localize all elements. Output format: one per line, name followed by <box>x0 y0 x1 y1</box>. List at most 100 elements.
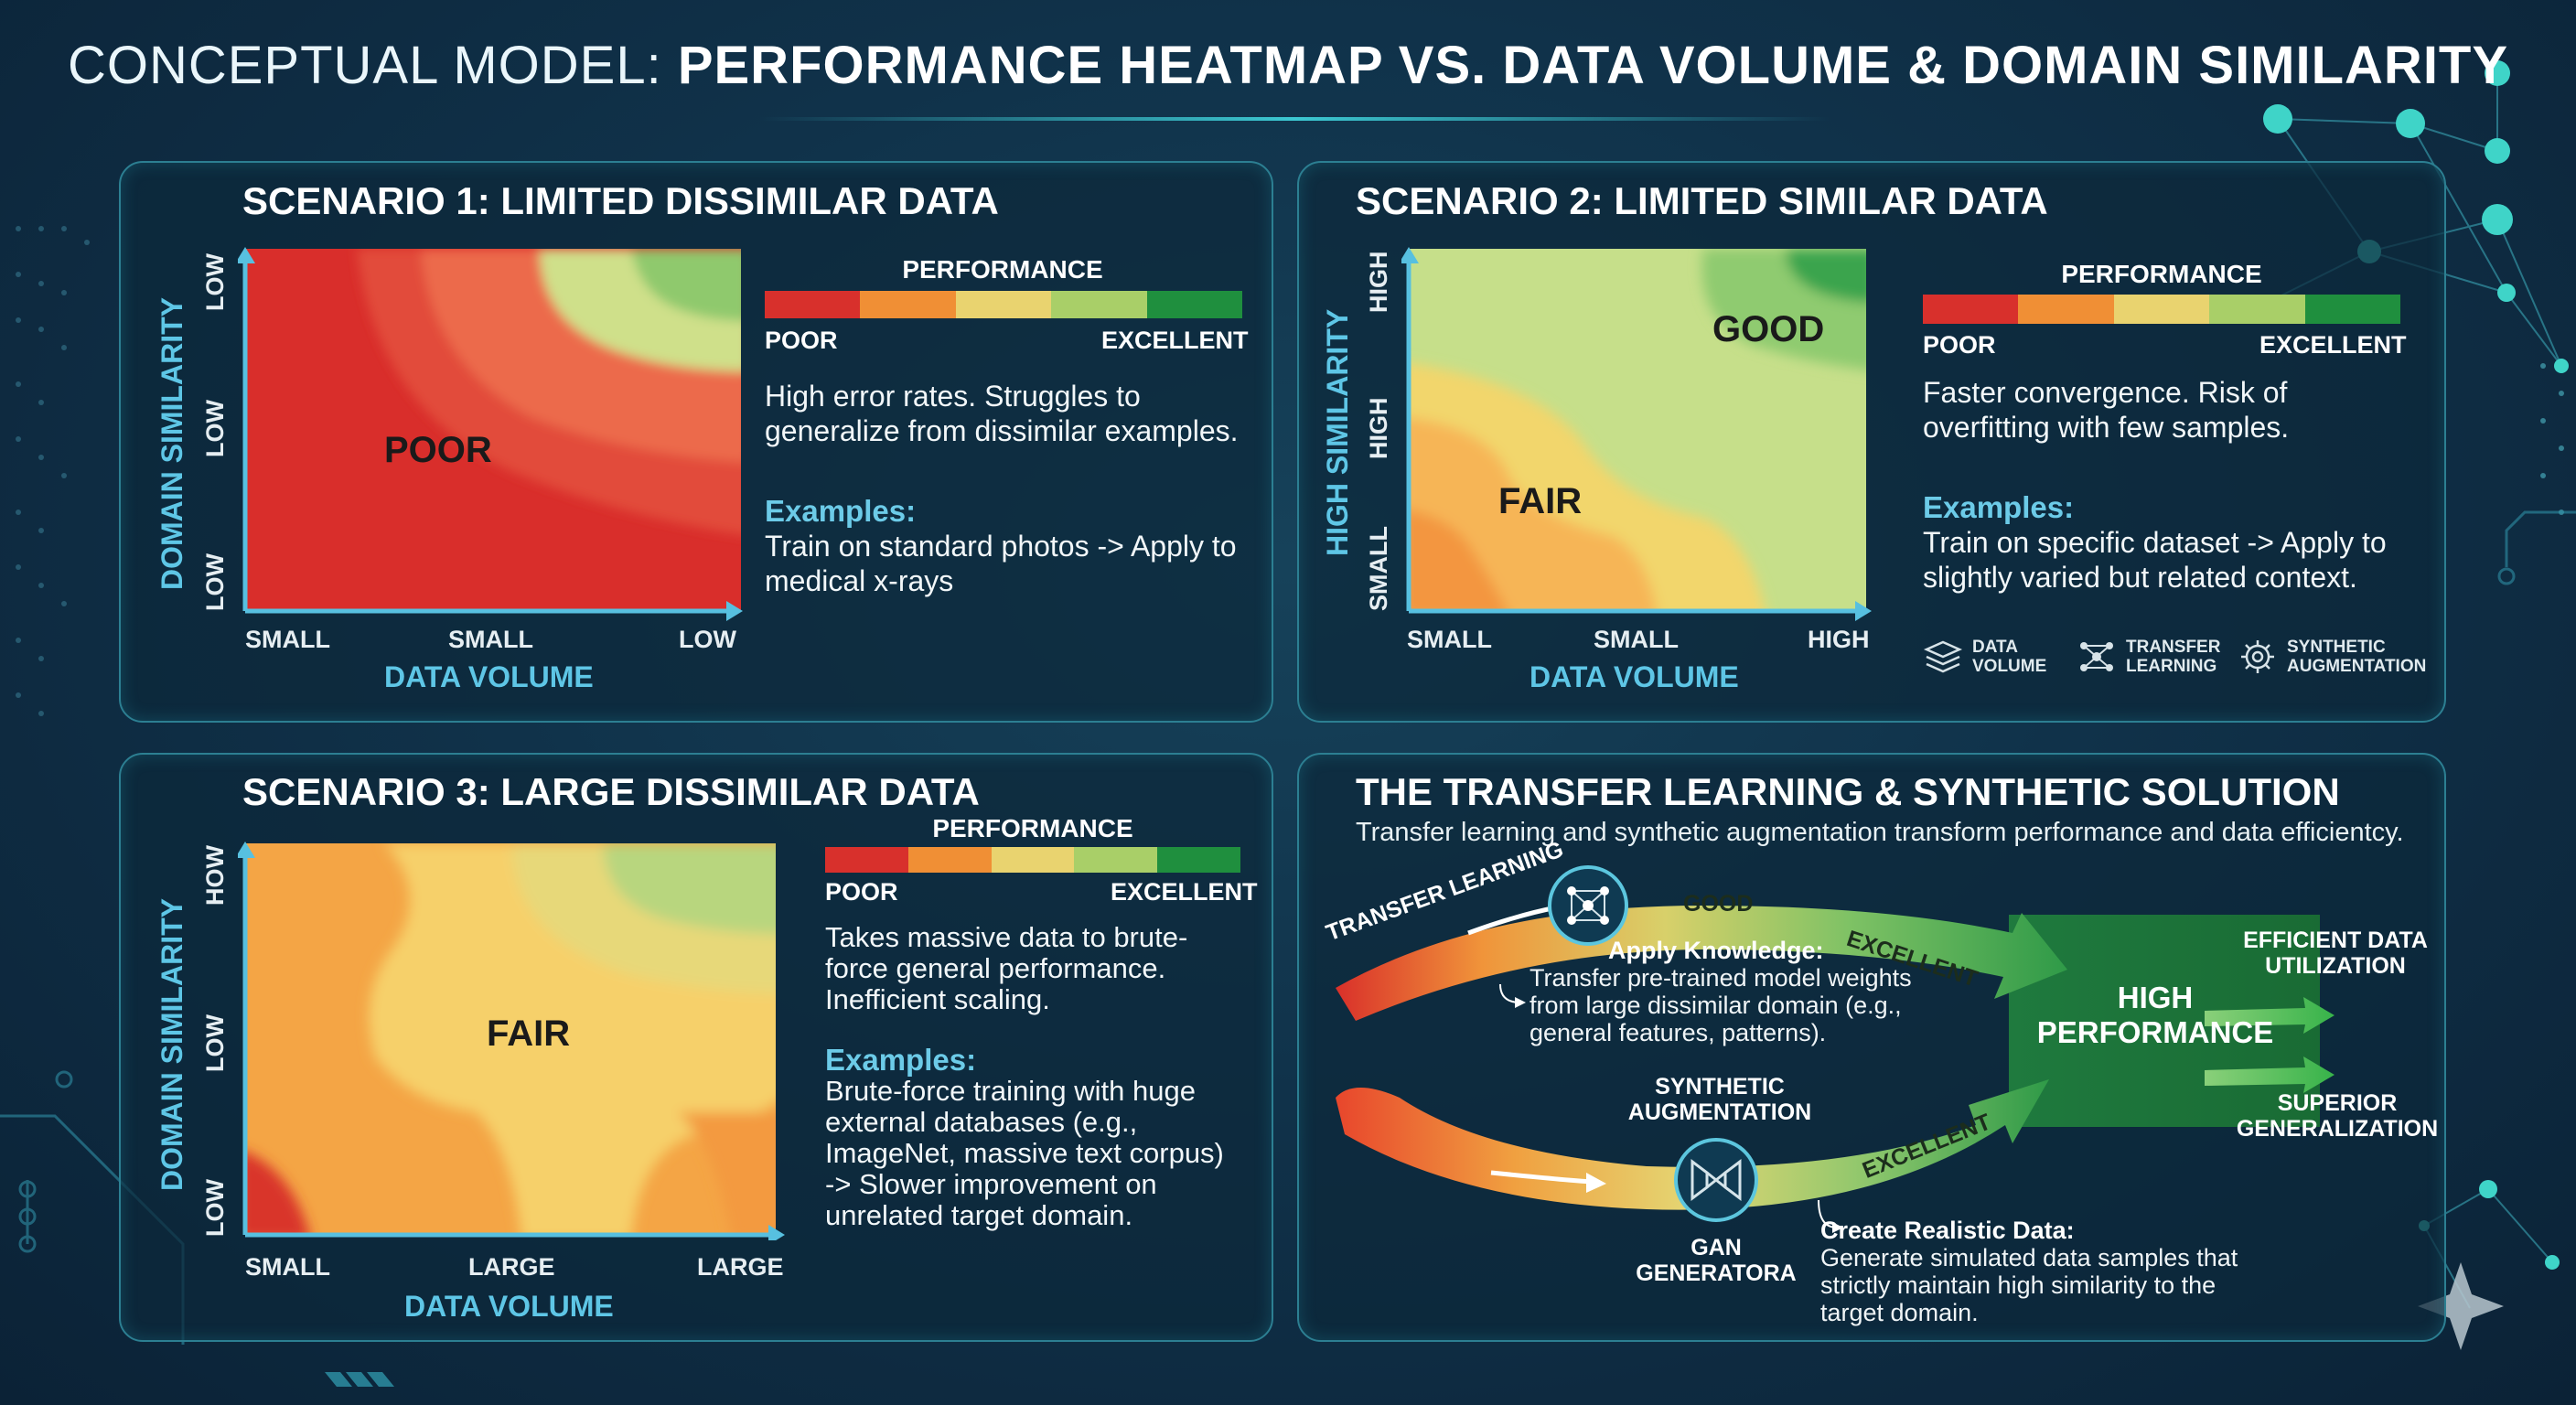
scenario3-x-tick-right: LARGE <box>697 1253 784 1281</box>
scenario3-legend-bar <box>825 847 1240 873</box>
scenario2-legend-excellent: EXCELLENT <box>2259 331 2407 359</box>
create-data-title: Create Realistic Data: <box>1820 1217 2075 1244</box>
legend-swatch-low <box>860 291 956 318</box>
scenario2-legend-poor: POOR <box>1923 331 1996 359</box>
scenario2-legend-title: PERFORMANCE <box>2061 260 2262 288</box>
legend-swatch-poor <box>825 847 908 873</box>
legend-swatch-excellent <box>2304 295 2401 324</box>
scenario2-x-tick-mid: SMALL <box>1594 626 1679 653</box>
scenario2-icon-transfer-learning: TRANSFER LEARNING <box>2077 637 2220 677</box>
scenario1-legend-poor: POOR <box>765 327 838 354</box>
legend-swatch-excellent <box>1157 847 1240 873</box>
scenario2-y-tick-top: HIGH <box>1365 251 1392 314</box>
legend-swatch-excellent <box>1146 291 1243 318</box>
network-nodes <box>2263 60 2569 1270</box>
icon-label-transfer-learning: TRANSFER LEARNING <box>2126 638 2221 676</box>
scenario1-y-tick-top: LOW <box>201 253 229 311</box>
scenario3-heatmap <box>238 842 785 1240</box>
solution-diagram <box>1336 865 2334 1233</box>
scenario3-x-tick-left: SMALL <box>245 1253 330 1281</box>
scenario2-y-axis-label: HIGH SIMILARITY <box>1321 308 1354 556</box>
network-icon <box>2080 642 2113 671</box>
scenario1-y-tick-bottom: LOW <box>201 553 229 611</box>
scenario2-x-tick-right: HIGH <box>1808 626 1870 653</box>
scenario1-examples-text: Train on standard photos -> Apply to med… <box>765 530 1237 597</box>
title-underline <box>759 117 1830 121</box>
scenario3-zone-fair: FAIR <box>487 1014 571 1054</box>
scenario2-legend-bar <box>1923 295 2401 324</box>
page-title: CONCEPTUAL MODEL: PERFORMANCE HEATMAP VS… <box>0 35 2576 96</box>
scenario2-zone-fair: FAIR <box>1498 481 1583 521</box>
scenario3-legend-poor: POOR <box>825 878 898 906</box>
solution-subtitle: Transfer learning and synthetic augmenta… <box>1356 818 2404 847</box>
scenario1-legend-bar <box>765 291 1243 318</box>
solution-title: THE TRANSFER LEARNING & SYNTHETIC SOLUTI… <box>1356 770 2340 813</box>
scenario2-x-axis-label: DATA VOLUME <box>1530 660 1739 693</box>
sparkle-icon <box>2418 1262 2504 1350</box>
scenario3-examples-text: Brute-force training with huge external … <box>825 1075 1224 1231</box>
scenario3-legend-title: PERFORMANCE <box>932 814 1133 842</box>
icon-label-synthetic-augmentation: SYNTHETIC AUGMENTATION <box>2287 638 2427 676</box>
synthetic-augmentation-label: SYNTHETIC AUGMENTATION <box>1627 1074 1812 1125</box>
legend-swatch-mid <box>2113 295 2210 324</box>
scenario2-zone-good: GOOD <box>1712 309 1825 349</box>
scenario3-y-tick-bottom: LOW <box>201 1179 229 1237</box>
scenario1-y-tick-mid: LOW <box>201 400 229 457</box>
scenario2-icon-synthetic-augmentation: SYNTHETIC AUGMENTATION <box>2238 637 2426 677</box>
scenario1-y-axis-label: DOMAIN SIMILARITY <box>156 297 188 590</box>
scenario1-x-axis-label: DATA VOLUME <box>384 660 594 693</box>
scenario3-description: Takes massive data to brute-force genera… <box>825 921 1188 1015</box>
good-label: GOOD <box>1683 891 1754 917</box>
page-title-light: CONCEPTUAL MODEL: <box>67 36 662 95</box>
scenario2-title: SCENARIO 2: LIMITED SIMILAR DATA <box>1356 179 2048 222</box>
legend-swatch-mid <box>991 847 1075 873</box>
superior-output-arrow <box>2205 1056 2334 1093</box>
dot-grid-right <box>2540 363 2564 515</box>
scenario1-legend-title: PERFORMANCE <box>902 255 1103 284</box>
superior-generalization-label: SUPERIOR GENERALIZATION <box>2236 1090 2439 1142</box>
page-title-bold: PERFORMANCE HEATMAP VS. DATA VOLUME & DO… <box>677 36 2509 95</box>
apply-knowledge-title: Apply Knowledge: <box>1608 937 1824 964</box>
scenario1-x-tick-right: LOW <box>679 626 736 653</box>
scenario3-legend-excellent: EXCELLENT <box>1111 878 1258 906</box>
scenario1-heatmap <box>238 247 743 621</box>
scenario1-x-tick-left: SMALL <box>245 626 330 653</box>
scenario3-x-tick-mid: LARGE <box>468 1253 555 1281</box>
gan-icon <box>1690 1159 1742 1201</box>
high-performance-label: HIGH PERFORMANCE <box>2036 981 2274 1049</box>
create-data-text: Generate simulated data samples that str… <box>1820 1244 2238 1326</box>
legend-swatch-mid <box>955 291 1052 318</box>
efficient-output-arrow <box>2205 997 2334 1034</box>
scenario3-y-tick-top: HOW <box>201 845 229 906</box>
icon-label-data-volume: DATA VOLUME <box>1972 638 2047 676</box>
scenario3-examples-title: Examples: <box>825 1043 977 1077</box>
transfer-learning-arrow <box>1336 906 2067 1021</box>
stack-icon <box>1923 640 1963 673</box>
scenario1-description: High error rates. Struggles to generaliz… <box>765 380 1239 447</box>
scenario1-zone-poor: POOR <box>384 430 492 470</box>
legend-swatch-high <box>2209 295 2305 324</box>
scenario3-x-axis-label: DATA VOLUME <box>404 1290 614 1323</box>
gan-generator-label: GAN GENERATORA <box>1636 1235 1797 1286</box>
dot-grid-left <box>16 226 90 716</box>
legend-swatch-low <box>907 847 992 873</box>
scenario3-y-tick-mid: LOW <box>201 1014 229 1072</box>
scenario1-legend-excellent: EXCELLENT <box>1101 327 1249 354</box>
scenario2-examples-text: Train on specific dataset -> Apply to sl… <box>1923 526 2387 594</box>
scenario2-heatmap <box>1401 247 1872 621</box>
scenario2-examples-title: Examples: <box>1923 490 2075 524</box>
scenario2-x-tick-left: SMALL <box>1407 626 1492 653</box>
legend-swatch-high <box>1074 847 1158 873</box>
scenario2-icon-data-volume: DATA VOLUME <box>1923 637 2046 677</box>
scenario1-x-tick-mid: SMALL <box>448 626 533 653</box>
stripe-decoration <box>325 1372 394 1387</box>
efficient-data-label: EFFICIENT DATA UTILIZATION <box>2243 928 2428 979</box>
legend-swatch-poor <box>1923 295 2019 324</box>
apply-knowledge-text: Transfer pre-trained model weights from … <box>1530 964 1912 1046</box>
scenario2-description: Faster convergence. Risk of overfitting … <box>1923 376 2290 444</box>
gear-icon <box>2241 640 2274 673</box>
scenario2-y-tick-bottom: SMALL <box>1365 526 1392 611</box>
scenario2-y-tick-mid: HIGH <box>1365 397 1392 460</box>
scenario1-examples-title: Examples: <box>765 494 917 528</box>
legend-swatch-high <box>1051 291 1147 318</box>
